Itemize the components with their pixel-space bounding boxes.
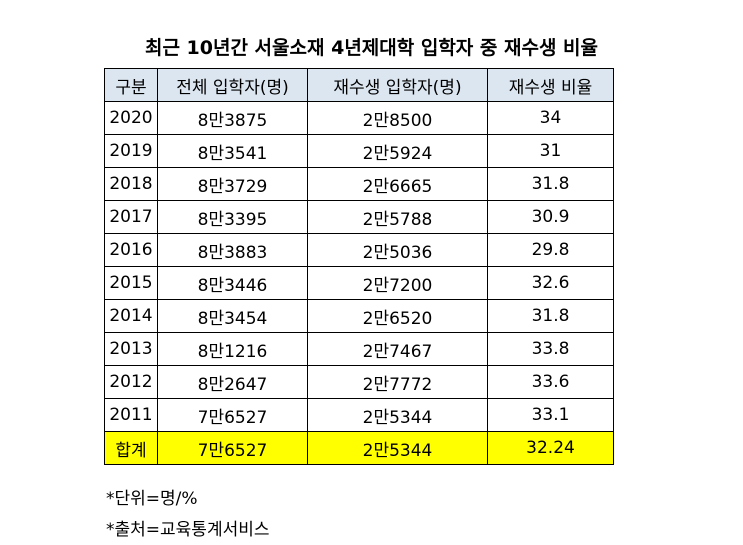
- cell-year: 2011: [104, 398, 158, 432]
- cell-repeat-admissions: 2만7772: [307, 365, 488, 399]
- cell-repeat-ratio: 31.8: [487, 299, 614, 333]
- cell-repeat-admissions: 2만5924: [307, 134, 488, 168]
- total-repeat-ratio: 32.24: [487, 431, 614, 465]
- header-repeat-admissions: 재수생 입학자(명): [307, 68, 488, 102]
- table-row: 2020 8만3875 2만8500 34: [104, 101, 614, 135]
- cell-total-admissions: 8만3541: [157, 134, 308, 168]
- total-label: 합계: [104, 431, 158, 465]
- table-row: 2011 7만6527 2만5344 33.1: [104, 398, 614, 432]
- cell-year: 2019: [104, 134, 158, 168]
- header-total-admissions: 전체 입학자(명): [157, 68, 308, 102]
- cell-repeat-ratio: 32.6: [487, 266, 614, 300]
- cell-total-admissions: 8만3395: [157, 200, 308, 234]
- source-note: *출처=교육통계서비스: [106, 520, 270, 540]
- cell-repeat-admissions: 2만6665: [307, 167, 488, 201]
- table-row: 2014 8만3454 2만6520 31.8: [104, 299, 614, 333]
- table-row: 2018 8만3729 2만6665 31.8: [104, 167, 614, 201]
- cell-total-admissions: 8만3446: [157, 266, 308, 300]
- cell-year: 2016: [104, 233, 158, 267]
- cell-repeat-admissions: 2만7467: [307, 332, 488, 366]
- cell-total-admissions: 8만3875: [157, 101, 308, 135]
- table-row: 2015 8만3446 2만7200 32.6: [104, 266, 614, 300]
- cell-total-admissions: 8만3454: [157, 299, 308, 333]
- cell-year: 2015: [104, 266, 158, 300]
- cell-total-admissions: 8만1216: [157, 332, 308, 366]
- cell-repeat-admissions: 2만7200: [307, 266, 488, 300]
- unit-note: *단위=명/%: [106, 489, 198, 509]
- cell-total-admissions: 7만6527: [157, 398, 308, 432]
- admission-table: 구분 전체 입학자(명) 재수생 입학자(명) 재수생 비율 2020 8만38…: [104, 68, 614, 465]
- cell-repeat-ratio: 33.8: [487, 332, 614, 366]
- total-admissions: 7만6527: [157, 431, 308, 465]
- cell-repeat-ratio: 29.8: [487, 233, 614, 267]
- cell-repeat-ratio: 30.9: [487, 200, 614, 234]
- cell-total-admissions: 8만3729: [157, 167, 308, 201]
- cell-repeat-admissions: 2만5344: [307, 398, 488, 432]
- cell-total-admissions: 8만3883: [157, 233, 308, 267]
- header-category: 구분: [104, 68, 158, 102]
- header-repeat-ratio: 재수생 비율: [487, 68, 614, 102]
- cell-repeat-ratio: 31.8: [487, 167, 614, 201]
- table-row: 2012 8만2647 2만7772 33.6: [104, 365, 614, 399]
- cell-repeat-admissions: 2만6520: [307, 299, 488, 333]
- cell-repeat-admissions: 2만8500: [307, 101, 488, 135]
- table-row: 2013 8만1216 2만7467 33.8: [104, 332, 614, 366]
- total-row: 합계 7만6527 2만5344 32.24: [104, 431, 614, 465]
- cell-year: 2020: [104, 101, 158, 135]
- cell-year: 2013: [104, 332, 158, 366]
- cell-repeat-ratio: 31: [487, 134, 614, 168]
- cell-repeat-ratio: 34: [487, 101, 614, 135]
- table-row: 2017 8만3395 2만5788 30.9: [104, 200, 614, 234]
- table-title: 최근 10년간 서울소재 4년제대학 입학자 중 재수생 비율: [144, 37, 599, 59]
- cell-repeat-admissions: 2만5788: [307, 200, 488, 234]
- cell-repeat-ratio: 33.6: [487, 365, 614, 399]
- cell-total-admissions: 8만2647: [157, 365, 308, 399]
- header-row: 구분 전체 입학자(명) 재수생 입학자(명) 재수생 비율: [104, 68, 614, 102]
- cell-year: 2018: [104, 167, 158, 201]
- cell-repeat-admissions: 2만5036: [307, 233, 488, 267]
- total-repeat-admissions: 2만5344: [307, 431, 488, 465]
- cell-year: 2017: [104, 200, 158, 234]
- cell-repeat-ratio: 33.1: [487, 398, 614, 432]
- table-row: 2016 8만3883 2만5036 29.8: [104, 233, 614, 267]
- table-row: 2019 8만3541 2만5924 31: [104, 134, 614, 168]
- cell-year: 2012: [104, 365, 158, 399]
- cell-year: 2014: [104, 299, 158, 333]
